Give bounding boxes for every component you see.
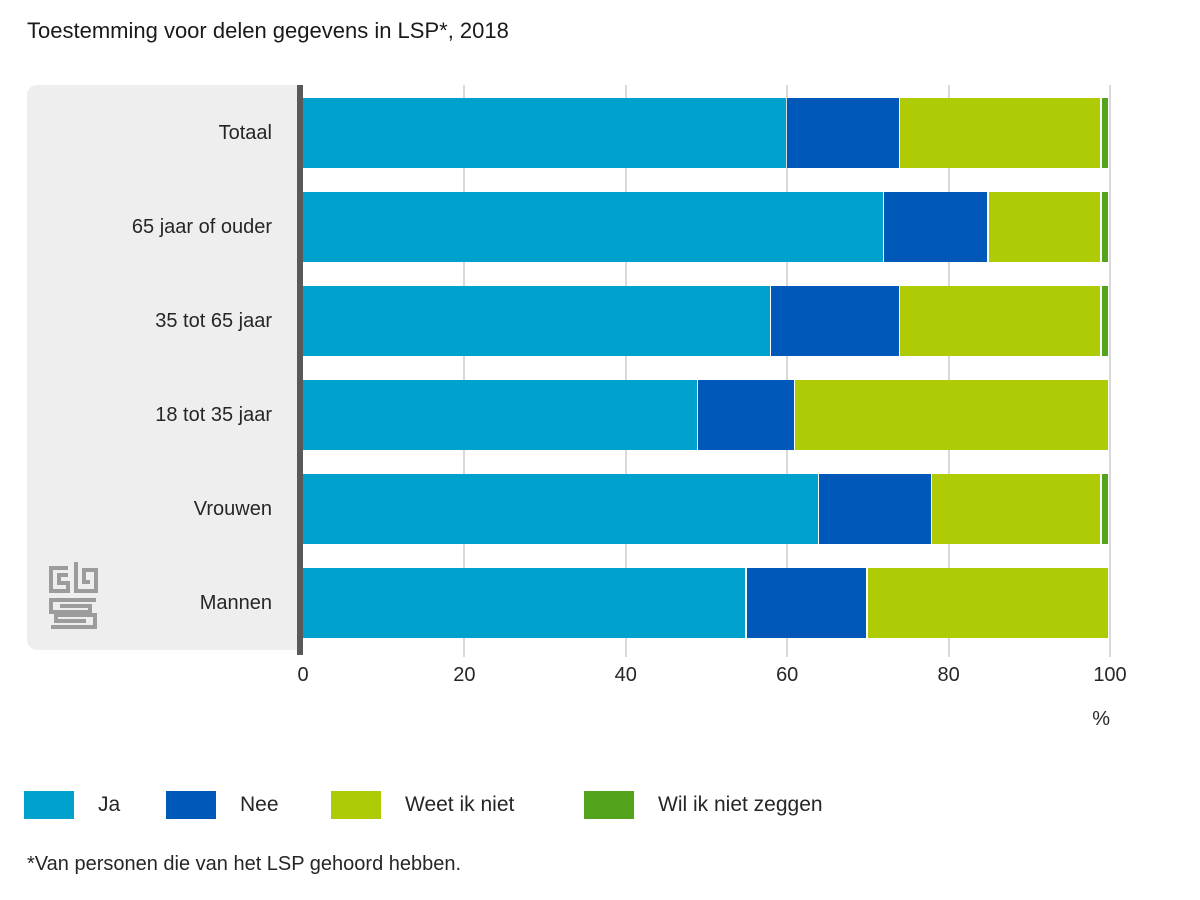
legend-label: Nee xyxy=(240,793,279,816)
bar-segment-wil-ik-niet-zeggen[interactable] xyxy=(1101,286,1109,356)
bar-segment-weet-ik-niet[interactable] xyxy=(900,286,1101,356)
bar-segment-nee[interactable] xyxy=(787,98,899,168)
x-gridline-60 xyxy=(786,85,789,657)
x-axis-tick-label: 80 xyxy=(937,664,960,686)
footnote: *Van personen die van het LSP gehoord he… xyxy=(27,853,462,875)
x-gridline-40 xyxy=(624,85,627,657)
bar-segment-nee[interactable] xyxy=(698,380,794,450)
legend-item-weet-ik-niet[interactable]: Weet ik niet xyxy=(331,791,514,819)
bar-segment-nee[interactable] xyxy=(746,568,867,638)
legend-label: Ja xyxy=(98,793,121,816)
chart-title: Toestemming voor delen gegevens in LSP*,… xyxy=(27,18,509,43)
legend-swatch-ja xyxy=(24,791,74,819)
legend-item-wil-ik-niet-zeggen[interactable]: Wil ik niet zeggen xyxy=(584,791,823,819)
legend-swatch-wil-ik-niet-zeggen xyxy=(584,791,634,819)
bar-segment-weet-ik-niet[interactable] xyxy=(867,568,1109,638)
x-gridline-20 xyxy=(463,85,466,657)
category-label-65-jaar-of-ouder: 65 jaar of ouder xyxy=(131,216,272,238)
legend-swatch-nee xyxy=(166,791,216,819)
x-gridline-80 xyxy=(947,85,950,657)
bar-segment-wil-ik-niet-zeggen[interactable] xyxy=(1101,192,1109,262)
bar-segment-ja[interactable] xyxy=(303,568,746,638)
bar-segment-nee[interactable] xyxy=(819,474,931,544)
x-axis-tick-label: 60 xyxy=(776,664,799,686)
bar-segment-wil-ik-niet-zeggen[interactable] xyxy=(1101,98,1109,168)
cbs-logo-icon xyxy=(49,562,98,629)
bar-segment-ja[interactable] xyxy=(303,286,770,356)
bar-segment-nee[interactable] xyxy=(771,286,899,356)
category-label-mannen: Mannen xyxy=(199,592,272,614)
x-gridline-100 xyxy=(1109,85,1111,657)
legend-item-ja[interactable]: Ja xyxy=(24,791,120,819)
x-axis-tick-label: 40 xyxy=(614,664,637,686)
category-label-18-tot-35-jaar: 18 tot 35 jaar xyxy=(155,404,272,426)
bar-segment-weet-ik-niet[interactable] xyxy=(795,380,1109,450)
bar-segment-ja[interactable] xyxy=(303,192,883,262)
legend-item-nee[interactable]: Nee xyxy=(166,791,279,819)
legend-swatch-weet-ik-niet xyxy=(331,791,381,819)
bar-segment-wil-ik-niet-zeggen[interactable] xyxy=(1101,474,1109,544)
legend-label: Weet ik niet xyxy=(405,793,515,816)
category-label-vrouwen: Vrouwen xyxy=(193,498,272,520)
category-label-totaal: Totaal xyxy=(218,122,272,144)
bar-segment-weet-ik-niet[interactable] xyxy=(988,192,1101,262)
bar-segment-ja[interactable] xyxy=(303,380,697,450)
legend: Ja Nee Weet ik niet Wil ik niet zeggen xyxy=(0,791,1200,819)
bar-segment-weet-ik-niet[interactable] xyxy=(900,98,1101,168)
category-label-panel xyxy=(27,85,297,650)
x-axis-tick-label: 0 xyxy=(297,664,309,686)
y-axis-line xyxy=(297,85,303,655)
category-label-35-tot-65-jaar: 35 tot 65 jaar xyxy=(155,310,272,332)
bar-segment-ja[interactable] xyxy=(303,474,818,544)
bar-segment-ja[interactable] xyxy=(303,98,786,168)
bar-segment-nee[interactable] xyxy=(884,192,988,262)
legend-label: Wil ik niet zeggen xyxy=(658,793,823,816)
x-axis-unit-label: % xyxy=(1092,708,1110,730)
x-axis-tick-label: 100 xyxy=(1093,664,1127,686)
x-axis-tick-label: 20 xyxy=(453,664,476,686)
bar-segment-weet-ik-niet[interactable] xyxy=(932,474,1101,544)
